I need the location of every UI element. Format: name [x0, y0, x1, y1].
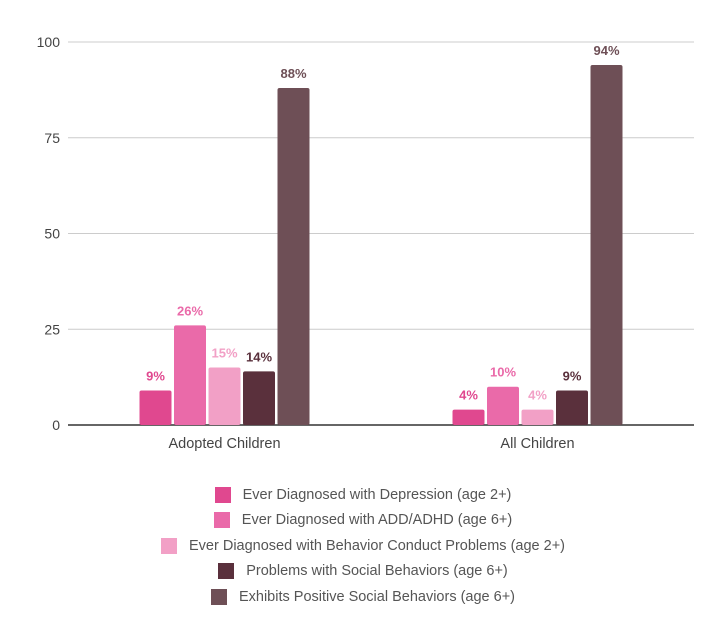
data-label: 4% — [459, 388, 478, 403]
y-tick-label: 50 — [44, 226, 60, 242]
legend-label: Ever Diagnosed with Depression (age 2+) — [242, 486, 512, 503]
y-tick-label: 25 — [44, 321, 60, 337]
bar — [487, 386, 519, 425]
legend-label: Exhibits Positive Social Behaviors (age … — [238, 588, 516, 605]
legend-label: Problems with Social Behaviors (age 6+) — [246, 563, 508, 580]
bar — [139, 390, 172, 425]
legend-swatch — [161, 537, 177, 554]
legend-item: Ever Diagnosed with Behavior Conduct Pro… — [0, 533, 726, 559]
y-tick-label: 0 — [52, 417, 60, 433]
legend-item: Ever Diagnosed with Depression (age 2+) — [0, 482, 726, 508]
bar — [556, 390, 588, 425]
y-tick-label: 75 — [44, 130, 60, 146]
data-label: 4% — [528, 388, 547, 403]
legend-label: Ever Diagnosed with ADD/ADHD (age 6+) — [241, 512, 513, 529]
legend-swatch — [213, 512, 230, 529]
x-tick-label: All Children — [500, 436, 574, 452]
data-label: 9% — [146, 369, 165, 384]
legend-item: Ever Diagnosed with ADD/ADHD (age 6+) — [0, 508, 726, 534]
data-label: 26% — [177, 303, 203, 318]
bar — [243, 371, 275, 425]
data-label: 9% — [563, 369, 582, 384]
bar — [521, 409, 554, 425]
bar — [208, 367, 241, 425]
legend-swatch — [214, 486, 231, 503]
bar — [174, 325, 206, 425]
legend: Ever Diagnosed with Depression (age 2+) E… — [0, 482, 726, 610]
data-label: 94% — [593, 43, 619, 58]
legend-swatch — [218, 563, 235, 580]
legend-item: Problems with Social Behaviors (age 6+) — [0, 559, 726, 585]
legend-label: Ever Diagnosed with Behavior Conduct Pro… — [189, 537, 565, 554]
data-label: 14% — [246, 349, 272, 364]
plot-area: 0 25 50 75 100 Adopted Children 9% 26% 15% 14% 88%… — [37, 34, 694, 452]
bar — [452, 409, 485, 425]
legend-item: Exhibits Positive Social Behaviors (age … — [0, 584, 726, 610]
bar — [590, 64, 623, 425]
x-tick-label: Adopted Children — [168, 436, 280, 452]
data-label: 15% — [211, 346, 237, 361]
bar — [277, 87, 310, 426]
legend-swatch — [210, 588, 227, 605]
data-label: 88% — [280, 66, 306, 81]
data-label: 10% — [490, 365, 516, 380]
y-tick-label: 100 — [37, 34, 61, 50]
